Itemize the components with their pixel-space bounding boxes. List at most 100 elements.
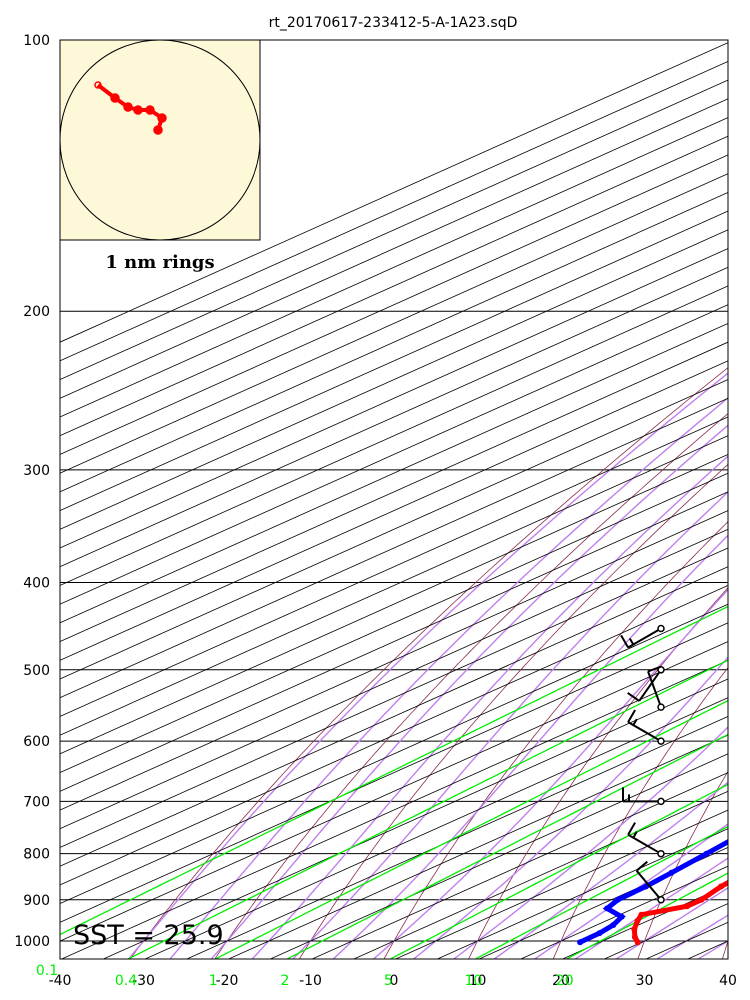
isotherm-line [60,566,728,867]
dewpoint-point [596,930,603,937]
isotherm-line [436,828,728,959]
hodograph-background [59,39,261,241]
hodograph-point [94,81,102,89]
dewpoint-point [703,850,710,857]
isotherm-line [60,285,728,586]
isotherm-line [352,790,728,959]
wind-barb-station [657,849,665,858]
temperature-point [743,870,749,876]
isotherm-line [60,60,728,362]
mixing-ratio-line [60,605,728,936]
wind-barb-station [657,896,665,904]
mixing-ratio-label: 0.1 [36,963,58,979]
mixing-ratio-label: 0.4 [115,973,137,989]
dry-adiabat-line [552,666,728,959]
plot-area [60,40,749,959]
pressure-tick-label: 1000 [14,934,50,950]
wind-barb-staff [647,671,662,708]
wind-barb [622,787,665,806]
moist-adiabat-lines [127,372,728,959]
isotherm-line [60,641,728,942]
hodograph-point [110,93,120,103]
dewpoint-point [614,896,621,903]
wind-barb-station [657,624,665,633]
moist-adiabat-line [210,424,728,959]
isotherm-line [60,210,728,511]
moist-adiabat-line [127,372,728,959]
moist-adiabat-line [452,726,728,959]
wind-barb-flag [627,709,636,723]
isotherm-line [60,248,728,549]
chart-title: rt_20170617-233412-5-A-1A23.sqD [269,15,518,31]
dry-adiabat-line [214,413,728,959]
pressure-tick-label: 400 [23,576,50,592]
temperature-tick-label: -40 [49,973,72,989]
temperature-point [634,917,641,924]
isotherm-line [60,472,728,774]
dewpoint-point [577,939,584,946]
isotherm-line [60,341,728,643]
dry-adiabat-line [637,770,728,959]
isotherm-line [60,435,728,736]
moist-adiabat-line [169,397,728,959]
moist-adiabat-line [655,914,728,959]
wind-barb-staff [638,669,662,702]
temperature-tick-label: -10 [299,973,322,989]
mixing-ratio-labels: 0.1 0.4 1 2 5 10 20 [36,963,574,989]
plot-frame [59,39,729,960]
wind-barb-station [657,737,665,745]
wind-barb-flag [627,822,636,836]
isotherm-line [311,772,728,959]
isotherm-line [60,453,728,755]
wind-barb-station [657,703,665,711]
wind-barb-staff [635,870,662,901]
wind-barb-staff [627,627,662,649]
moist-adiabat-line [493,781,728,959]
isotherm-line [60,135,728,437]
moist-adiabat-line [614,887,728,959]
wind-barb [627,709,665,745]
dewpoint-point [740,831,746,837]
dewpoint-point [668,869,675,876]
hodograph-ring [59,39,261,241]
isotherm-line [686,940,728,959]
moist-adiabat-line [291,491,728,959]
temperature-tick-label: 10 [469,973,487,989]
dry-adiabat-line [298,463,728,959]
isotherm-line [60,304,728,605]
isotherm-line [185,715,728,959]
temperature-point [631,934,638,941]
dewpoint-point [610,922,617,928]
pressure-tick-label: 700 [23,794,50,810]
isotherm-line [60,603,728,905]
pressure-tick-label: 600 [23,734,50,750]
moist-adiabat-line [332,534,728,959]
temperature-point [684,903,690,910]
isotherm-line [60,379,728,680]
hodograph-point [145,105,155,115]
hodograph-ring-label: 1 nm rings [105,252,214,273]
wind-barb-flag [627,692,640,702]
temperature-point [718,883,724,890]
pressure-tick-label: 100 [23,33,50,49]
mixing-ratio-line [285,733,728,959]
mixing-ratio-line [565,872,728,959]
wind-barb-flag [647,665,662,673]
wind-barb-flag [620,634,629,649]
mixing-ratio-line [126,659,728,959]
mixing-ratio-line [213,699,728,959]
wind-barb-staff [627,833,662,855]
mixing-ratio-line [388,783,728,959]
temperature-tick-label: -30 [132,973,155,989]
temperature-point [634,939,641,946]
temperature-tick-label: 0 [390,973,399,989]
hodograph-point [133,105,143,115]
dry-adiabat-line [468,587,728,959]
hodograph-trace [94,81,167,135]
isotherm-line [269,753,728,959]
wind-barb [635,860,665,904]
mixing-ratio-lines [60,605,728,959]
isotherm-line [60,397,728,699]
temperature-tick-label: 40 [719,973,737,989]
wind-barb-flag [632,718,638,726]
